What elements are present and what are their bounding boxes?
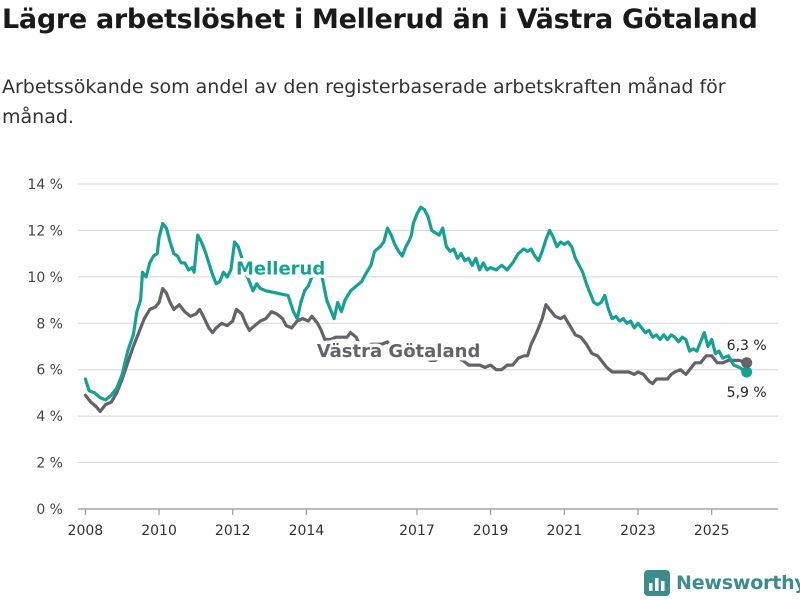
series-line-mellerud [83, 205, 749, 402]
x-tick-label: 2012 [215, 523, 251, 539]
x-tick-label: 2010 [141, 523, 177, 539]
brand-name: Newsworthy [676, 572, 800, 594]
x-tick-label: 2017 [399, 523, 435, 539]
y-tick-label: 4 % [36, 409, 63, 425]
series-label-halo-mellerud: Mellerud [236, 259, 325, 280]
end-value-label-mellerud: 5,9 % [727, 385, 767, 401]
series-lines [83, 205, 749, 414]
y-tick-label: 0 % [36, 502, 63, 518]
x-tick-label: 2019 [473, 523, 509, 539]
x-tick-label: 2014 [289, 523, 325, 539]
end-marker-mellerud [741, 366, 753, 378]
axes: 0 % 2 % 4 % 6 % 8 % 10 % 12 % 14 % 2008 2010 2012 2… [27, 177, 778, 539]
y-tick-label: 6 % [36, 363, 63, 379]
series-label-mellerud: Mellerud [236, 259, 325, 280]
series-line-v-stra-g-taland [83, 286, 749, 414]
grid-lines [78, 183, 778, 510]
series-label-v-stra-g-taland: Västra Götaland [317, 341, 481, 362]
bar-chart-logo-icon [644, 570, 670, 596]
y-tick-label: 8 % [36, 316, 63, 332]
y-tick-label: 12 % [27, 223, 63, 239]
x-tick-label: 2008 [68, 523, 104, 539]
x-tick-label: 2021 [546, 523, 582, 539]
end-value-label-v-stra-g-taland: 6,3 % [727, 338, 767, 354]
y-tick-label: 10 % [27, 270, 63, 286]
x-tick-label: 2023 [620, 523, 656, 539]
series-label-halo-v-stra-g-taland: Västra Götaland [317, 341, 481, 362]
chart-subtitle: Arbetssökande som andel av den registerb… [2, 76, 726, 128]
x-tick-label: 2025 [694, 523, 730, 539]
y-tick-label: 14 % [27, 177, 63, 193]
chart-title: Lägre arbetslöshet i Mellerud än i Västr… [2, 4, 758, 35]
y-tick-label: 2 % [36, 456, 63, 472]
end-marker-v-stra-g-taland [741, 357, 753, 369]
newsworthy-brand[interactable]: Newsworthy [644, 570, 800, 596]
